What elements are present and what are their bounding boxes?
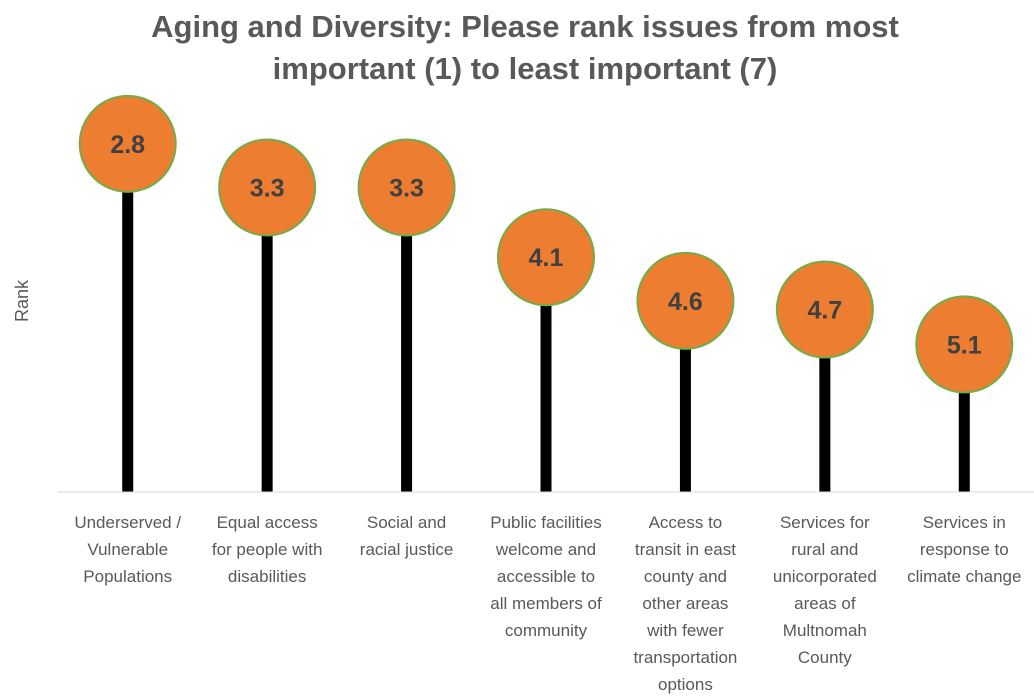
category-label-3: Social and racial justice: [337, 509, 477, 563]
category-label-4-line: welcome and: [495, 540, 597, 559]
chart-title-line-1: Aging and Diversity: Please rank issues …: [151, 9, 899, 44]
category-label-4: Public facilities welcome and accessible t…: [476, 509, 616, 644]
category-label-6-line: County: [797, 648, 852, 667]
category-label-6-line: rural and: [791, 540, 859, 559]
category-label-1: Underserved / Vulnerable Populations: [58, 509, 198, 590]
category-label-2-line: Equal access: [216, 513, 318, 532]
category-label-5-line: county and: [643, 567, 728, 586]
category-label-2-line: for people with: [211, 540, 323, 559]
value-label-4: 4.1: [529, 244, 564, 272]
value-label-6: 4.7: [807, 297, 842, 325]
marker-5: [636, 251, 735, 350]
category-label-4-line: community: [504, 621, 588, 640]
category-label-3-line: Social and: [366, 513, 447, 532]
value-label-2: 3.3: [250, 174, 285, 202]
category-label-3-line: racial justice: [359, 540, 454, 559]
markers-group: 2.8 3.3 3.3 4.1 4.6 4.7 5.1: [78, 94, 1014, 394]
category-label-7: Services in response to climate change: [894, 509, 1034, 590]
marker-3: [357, 138, 456, 237]
marker-7: [915, 295, 1014, 394]
chart-title-line-2: important (1) to least important (7): [272, 51, 778, 86]
category-label-6-line: areas of: [794, 594, 856, 613]
value-label-3: 3.3: [389, 174, 424, 202]
category-label-6: Services for rural and unicorporated areas …: [755, 509, 895, 671]
category-label-1-line: Populations: [83, 567, 173, 586]
value-label-7: 5.1: [947, 331, 982, 359]
marker-6: [775, 260, 874, 359]
category-label-7-line: Services in: [922, 513, 1006, 532]
category-label-7-line: climate change: [907, 567, 1022, 586]
category-label-2-line: disabilities: [227, 567, 307, 586]
category-label-2: Equal access for people with disabilities: [197, 509, 337, 590]
marker-1: [78, 94, 177, 193]
category-label-5-line: options: [658, 675, 713, 694]
value-label-1: 2.8: [110, 131, 145, 159]
category-label-6-line: Multnomah: [782, 621, 867, 640]
category-label-5-line: Access to: [648, 513, 723, 532]
chart-title: Aging and Diversity: Please rank issues …: [60, 6, 990, 90]
category-label-5-line: transit in east: [634, 540, 736, 559]
category-label-5-line: transportation: [633, 648, 738, 667]
category-label-4-line: all members of: [490, 594, 602, 613]
category-label-1-line: Underserved /: [74, 513, 182, 532]
category-label-4-line: accessible to: [496, 567, 596, 586]
category-label-5-line: with fewer: [647, 621, 724, 640]
category-label-4-line: Public facilities: [490, 513, 602, 532]
marker-2: [218, 138, 317, 237]
category-label-6-line: unicorporated: [772, 567, 877, 586]
category-label-6-line: Services for: [779, 513, 870, 532]
category-label-5: Access to transit in east county and other …: [615, 509, 755, 698]
category-label-1-line: Vulnerable: [87, 540, 169, 559]
category-label-7-line: response to: [919, 540, 1009, 559]
marker-4: [497, 208, 595, 307]
category-label-5-line: other areas: [642, 594, 729, 613]
value-label-5: 4.6: [668, 288, 703, 316]
